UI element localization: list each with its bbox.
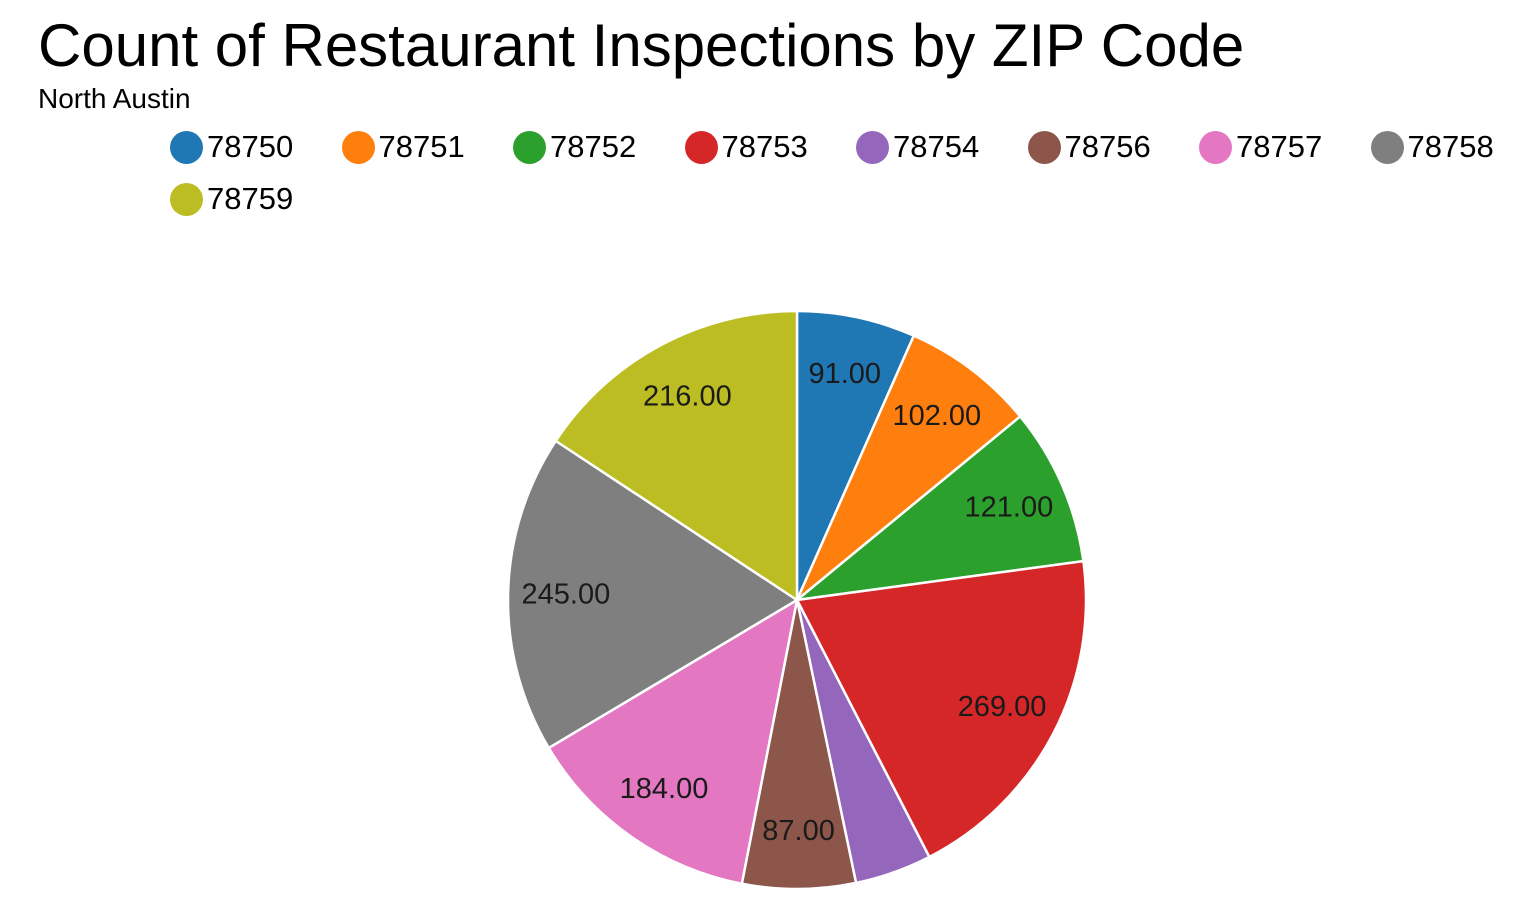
data-label-78753: 269.00 — [958, 691, 1047, 723]
legend-swatch — [170, 182, 203, 216]
legend-item-78754: 78754 — [856, 126, 979, 168]
pie-slice-78752 — [795, 415, 1085, 602]
legend-label: 78750 — [207, 129, 294, 164]
legend-label: 78757 — [1236, 129, 1323, 164]
pie-slice-78750 — [795, 309, 916, 602]
pie-slice-78756 — [740, 598, 858, 891]
legend-item-78752: 78752 — [513, 126, 636, 168]
pie-slice-78753 — [795, 559, 1088, 859]
chart-subtitle: North Austin — [38, 83, 191, 114]
legend-swatch — [684, 130, 718, 164]
legend-item-78751: 78751 — [341, 126, 465, 168]
legend-swatch — [1199, 130, 1232, 164]
chart-title: Count of Restaurant Inspections by ZIP C… — [38, 12, 1245, 79]
legend-label: 78751 — [378, 129, 465, 164]
data-label-78759: 216.00 — [643, 380, 732, 412]
data-label-78751: 102.00 — [892, 400, 981, 432]
data-label-78750: 91.00 — [808, 358, 881, 390]
legend-item-78759: 78759 — [170, 178, 293, 220]
data-label-78756: 87.00 — [762, 815, 835, 847]
data-label-78757: 184.00 — [620, 773, 709, 805]
legend-swatch — [341, 130, 375, 164]
legend-swatch — [1370, 130, 1404, 164]
legend-item-78756: 78756 — [1027, 126, 1151, 168]
legend-item-78750: 78750 — [170, 126, 293, 168]
legend-swatch — [856, 130, 889, 164]
legend-item-78753: 78753 — [684, 126, 808, 168]
data-label-78758: 245.00 — [522, 579, 611, 611]
pie-slice-78759 — [554, 309, 799, 602]
pie-data-labels: 91.00 102.00 121.00 269.00 87.00 184.00 245.00… — [522, 358, 1054, 847]
legend-swatch — [1027, 130, 1061, 164]
legend-item-78757: 78757 — [1199, 126, 1322, 168]
pie-slice-78758 — [506, 439, 799, 750]
legend-label: 78752 — [550, 129, 637, 164]
pie-slices — [506, 309, 1088, 891]
legend-label: 78756 — [1064, 129, 1151, 164]
legend-swatch — [170, 130, 203, 164]
data-label-78752: 121.00 — [965, 492, 1054, 524]
legend-label: 78759 — [207, 181, 294, 216]
legend-swatch — [513, 130, 546, 164]
legend-label: 78753 — [721, 129, 808, 164]
legend-label: 78754 — [893, 129, 980, 164]
pie-slice-78751 — [795, 334, 1022, 602]
legend-label: 78758 — [1407, 129, 1494, 164]
legend-item-78758: 78758 — [1370, 126, 1494, 168]
pie-slice-78757 — [547, 598, 799, 885]
